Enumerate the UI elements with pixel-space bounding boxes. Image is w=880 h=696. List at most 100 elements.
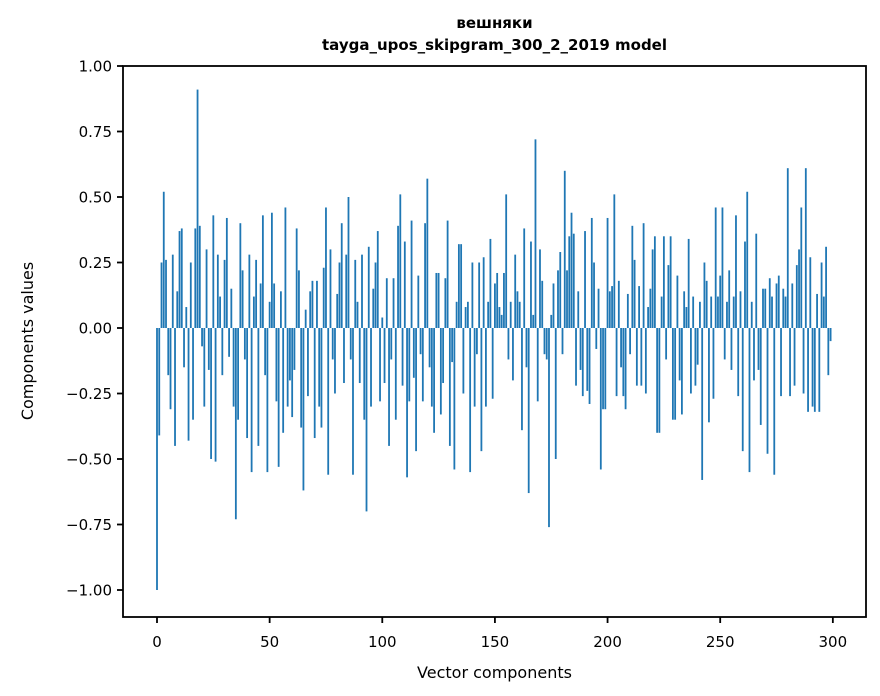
bar (595, 328, 598, 349)
bar (293, 328, 296, 370)
bar (687, 238, 690, 328)
bar (234, 328, 237, 520)
bar (829, 328, 832, 342)
bar (187, 328, 190, 441)
bar (543, 328, 546, 355)
bar (820, 262, 823, 328)
bar (358, 328, 361, 384)
bar (361, 254, 363, 328)
bar (223, 259, 226, 328)
bar (545, 328, 548, 360)
bar (343, 328, 345, 384)
bar (789, 328, 791, 397)
bar (777, 275, 780, 328)
bar (264, 328, 267, 376)
bar (669, 236, 672, 328)
bar (662, 236, 665, 328)
y-tick-label: 0.00 (79, 320, 112, 338)
bar (615, 328, 618, 397)
bar (638, 286, 640, 328)
bar (629, 328, 631, 355)
bar (473, 328, 476, 407)
bar (408, 328, 411, 402)
bar (795, 265, 798, 328)
bar (338, 262, 341, 328)
bar (302, 328, 305, 491)
bar (685, 307, 688, 328)
bar (225, 217, 228, 328)
bar (205, 249, 208, 328)
bar (577, 291, 580, 328)
bar (372, 288, 375, 328)
bar (419, 328, 422, 355)
bar (744, 241, 746, 328)
bar (489, 238, 492, 328)
bar (480, 328, 483, 452)
bar (775, 283, 778, 328)
bar (433, 328, 435, 433)
bar (608, 291, 611, 328)
bar (448, 328, 451, 446)
bar (557, 270, 559, 328)
bar (674, 328, 677, 420)
bar (309, 291, 312, 328)
bar (239, 223, 242, 328)
bar (773, 328, 776, 475)
bar (660, 296, 663, 328)
bar (536, 328, 539, 402)
bar (723, 328, 726, 360)
bar (620, 328, 622, 368)
bar (617, 280, 620, 328)
x-tick-label: 250 (706, 633, 735, 651)
bar (284, 207, 287, 328)
bar (401, 328, 404, 386)
bar (241, 270, 244, 328)
bar (424, 223, 426, 328)
bar (748, 328, 751, 473)
bar (793, 328, 796, 386)
bar (349, 328, 352, 360)
bar (681, 328, 683, 415)
bar (325, 207, 327, 328)
bar (640, 328, 643, 386)
bar (611, 286, 613, 328)
bar (354, 259, 357, 328)
bar (300, 328, 303, 428)
bar (588, 328, 591, 404)
bar (496, 272, 499, 328)
bar (327, 328, 330, 475)
bar (183, 328, 185, 368)
bar (750, 301, 753, 328)
bar (717, 296, 719, 328)
bar (534, 139, 537, 328)
bar (771, 296, 773, 328)
bar (442, 328, 445, 384)
x-axis-label: Vector components (417, 663, 572, 682)
bar (334, 328, 336, 394)
x-axis-ticks: 0 50 100 150 200 250 300 (152, 617, 847, 651)
bar (280, 291, 282, 328)
bar (780, 328, 782, 397)
bar (705, 280, 708, 328)
bar (370, 328, 372, 407)
bar (385, 278, 388, 328)
x-tick-label: 300 (819, 633, 848, 651)
bar (390, 328, 393, 360)
bar (494, 283, 496, 328)
bar (430, 328, 433, 407)
bar (435, 272, 438, 328)
bar (273, 283, 276, 328)
bar (171, 254, 174, 328)
bar (741, 328, 744, 452)
bar (491, 328, 494, 399)
bar (683, 291, 686, 328)
bar (656, 328, 659, 433)
bar (597, 288, 600, 328)
bar (690, 328, 692, 394)
bar (764, 288, 767, 328)
bar (320, 328, 323, 428)
bar (719, 275, 722, 328)
bar (584, 231, 586, 328)
bar (214, 328, 217, 462)
